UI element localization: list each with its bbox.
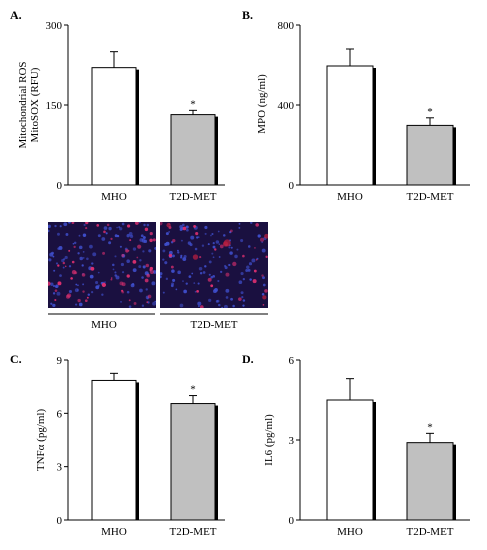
panel-b-plot: MHO * T2D-MET 0 400 800 bbox=[278, 20, 470, 203]
panel-a-plot: MHO * T2D-MET 0 150 300 bbox=[46, 20, 225, 203]
panel-a-ylabel-line2: MitoSOX (RFU) bbox=[29, 67, 41, 142]
bar-t2d-met bbox=[170, 114, 216, 186]
bar-mho bbox=[326, 399, 374, 521]
panel-c-plot: MHO * T2D-MET 0 3 6 9 bbox=[57, 355, 225, 538]
panel-a-label: A. bbox=[10, 8, 22, 22]
bar-mho bbox=[91, 67, 137, 186]
bar-mho bbox=[326, 65, 374, 186]
micrograph-mho bbox=[48, 222, 156, 308]
y-tick-label: 3 bbox=[57, 462, 63, 474]
panel-d-ylabel: IL6 (pg/ml) bbox=[263, 414, 275, 466]
y-tick-label: 0 bbox=[57, 180, 63, 192]
panel-c-label: C. bbox=[10, 352, 22, 366]
panel-b-ylabel: MPO (ng/ml) bbox=[256, 74, 268, 134]
x-tick-label: MHO bbox=[101, 526, 127, 538]
y-tick-label: 150 bbox=[46, 100, 63, 112]
panel-c: C. TNFα (pg/ml) MHO * T2D-MET 0 3 6 9 bbox=[10, 352, 225, 538]
micrograph-label-mho: MHO bbox=[91, 319, 117, 331]
y-tick-label: 0 bbox=[289, 180, 295, 192]
x-tick-label: MHO bbox=[101, 191, 127, 203]
y-tick-label: 800 bbox=[278, 20, 295, 32]
significance-marker: * bbox=[190, 384, 196, 396]
y-tick-label: 400 bbox=[278, 100, 295, 112]
panel-c-ylabel: TNFα (pg/ml) bbox=[35, 409, 47, 472]
significance-marker: * bbox=[427, 106, 433, 118]
x-tick-label: MHO bbox=[337, 526, 363, 538]
micrograph-label-t2d: T2D-MET bbox=[190, 319, 237, 331]
y-tick-label: 6 bbox=[57, 408, 63, 420]
panel-b: B. MPO (ng/ml) MHO * T2D-MET 0 400 800 bbox=[242, 8, 470, 203]
bar-t2d-met bbox=[406, 442, 454, 521]
y-tick-label: 0 bbox=[57, 515, 63, 527]
micrograph-t2d-met-image bbox=[160, 222, 268, 308]
x-tick-label: T2D-MET bbox=[169, 191, 216, 203]
y-tick-label: 6 bbox=[289, 355, 295, 367]
y-tick-label: 3 bbox=[289, 435, 295, 447]
x-tick-label: MHO bbox=[337, 191, 363, 203]
x-tick-label: T2D-MET bbox=[169, 526, 216, 538]
panel-a-ylabel-line1: Mitochondrial ROS bbox=[17, 61, 29, 148]
panel-b-label: B. bbox=[242, 8, 253, 22]
micrograph-mho-image bbox=[48, 222, 156, 308]
panel-d-label: D. bbox=[242, 352, 254, 366]
x-tick-label: T2D-MET bbox=[406, 191, 453, 203]
y-tick-label: 0 bbox=[289, 515, 295, 527]
bar-t2d-met bbox=[170, 403, 216, 521]
significance-marker: * bbox=[190, 98, 196, 110]
y-tick-label: 9 bbox=[57, 355, 63, 367]
micrograph-t2d-met bbox=[160, 222, 268, 308]
micrograph-captions: MHO T2D-MET bbox=[48, 313, 268, 331]
panel-d-plot: MHO * T2D-MET 0 3 6 bbox=[289, 355, 470, 538]
significance-marker: * bbox=[427, 421, 433, 433]
bar-mho bbox=[91, 379, 137, 521]
panel-d: D. IL6 (pg/ml) MHO * T2D-MET 0 3 6 bbox=[242, 352, 470, 538]
panel-a: A. Mitochondrial ROS MitoSOX (RFU) MHO * T… bbox=[10, 8, 225, 203]
x-tick-label: T2D-MET bbox=[406, 526, 453, 538]
bar-t2d-met bbox=[406, 124, 454, 186]
y-tick-label: 300 bbox=[46, 20, 63, 32]
